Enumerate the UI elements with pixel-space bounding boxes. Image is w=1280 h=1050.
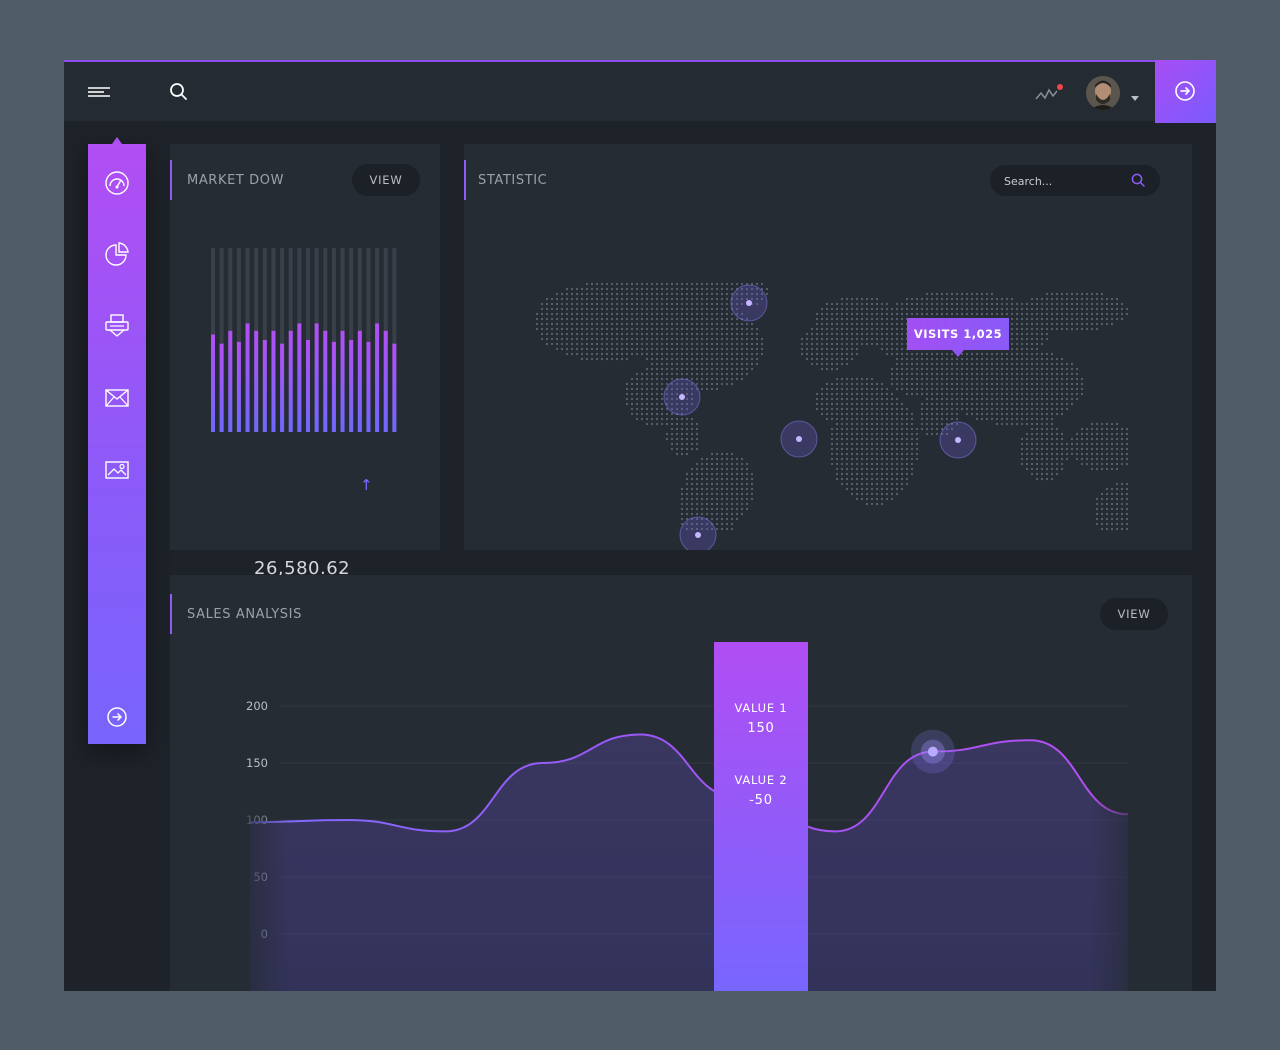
dashboard-window: MARKET DOW VIEW 26,580.62 ↑ STATISTIC [64,60,1216,991]
menu-icon[interactable] [86,82,112,102]
panel-accent [464,160,466,200]
market-bar [366,341,371,432]
statistic-title: STATISTIC [478,173,548,188]
map-dots [535,282,1129,531]
market-bar [323,330,328,432]
mail-icon [105,389,129,407]
visits-tooltip: VISITS 1,025 [907,318,1009,357]
market-bar [254,330,259,432]
sidebar [88,137,146,744]
speedometer-icon [105,171,129,195]
market-bar [340,330,345,432]
sidebar-item-dashboard[interactable] [104,170,130,196]
sales-view-button[interactable]: VIEW [1100,598,1168,630]
market-bar [271,330,276,432]
y-tick-label: 200 [246,699,268,713]
market-bar [211,334,215,432]
chart-fade-right [1090,775,1150,991]
chevron-down-icon[interactable] [1129,88,1141,101]
highlight-point[interactable] [927,746,938,757]
market-bar [375,323,380,432]
notification-dot-icon [1057,84,1063,90]
market-bar [288,330,293,432]
sidebar-notch [112,137,122,144]
sidebar-logout-button[interactable] [104,704,130,730]
printer-icon [105,314,129,337]
arrow-right-circle-icon [107,707,127,727]
market-bar [331,341,336,432]
sales-area [250,734,1128,991]
market-bar [349,340,354,432]
tooltip-value1-label: VALUE 1 [734,701,787,715]
market-bar-track [236,248,241,432]
market-bar-chart [211,248,397,432]
sidebar-item-analytics[interactable] [104,241,130,267]
market-bar [297,323,302,432]
search-icon[interactable] [168,81,190,103]
trend-up-icon: ↑ [360,476,373,494]
sales-title: SALES ANALYSIS [187,607,302,622]
avatar[interactable] [1086,76,1120,110]
top-bar [64,60,1216,123]
market-bar-track [392,248,397,432]
sales-line [249,733,1129,833]
search-icon[interactable] [1130,172,1146,188]
market-bar [262,340,267,432]
activity-icon[interactable] [1034,82,1064,104]
market-bar [314,323,319,432]
market-bar-track [280,248,285,432]
market-value: 26,580.62 [254,558,351,579]
market-bar-track [331,248,336,432]
map-location-dot [796,436,802,442]
tooltip-value1: 150 [747,721,774,736]
arrow-right-circle-icon [1175,81,1195,101]
market-bar [392,343,397,432]
tooltip-value2: -50 [749,793,773,808]
sidebar-item-gallery[interactable] [104,457,130,483]
image-icon [105,461,129,479]
market-bar [228,330,233,432]
market-bar [306,340,310,432]
market-bar [236,341,241,432]
statistic-search [990,165,1160,196]
panel-accent [170,594,172,634]
market-bar [357,330,362,432]
search-input[interactable] [1004,172,1124,190]
panel-accent [170,160,172,200]
map-location-dot [679,394,685,400]
map-location-dot [695,532,701,538]
market-bar [219,343,224,432]
sales-tooltip: VALUE 1 150 VALUE 2 -50 [714,642,808,991]
sidebar-item-mail[interactable] [104,385,130,411]
market-bar-track [219,248,224,432]
market-bar [245,323,250,432]
pie-chart-icon [105,242,129,266]
tooltip-value2-label: VALUE 2 [734,773,787,787]
chart-fade-left [230,775,290,991]
market-bar [280,343,285,432]
market-dow-panel: MARKET DOW VIEW 26,580.62 [170,144,440,579]
map-location-dot [955,437,961,443]
y-tick-label: 150 [246,756,268,770]
world-map [535,282,1129,550]
market-bar [383,330,388,432]
market-title: MARKET DOW [187,173,285,188]
market-view-button[interactable]: VIEW [352,164,420,196]
sidebar-item-print[interactable] [104,313,130,339]
market-bar-track [366,248,371,432]
statistic-panel: STATISTIC VISITS 1,025 [464,144,1192,550]
map-location-dot [746,300,752,306]
exit-button[interactable] [1155,60,1216,123]
